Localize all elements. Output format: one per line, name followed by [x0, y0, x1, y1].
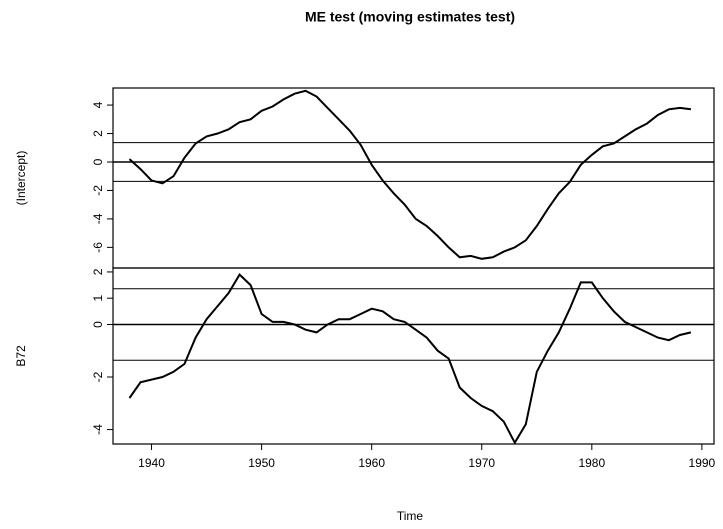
line: [128, 89, 692, 260]
y-tick-label: 2: [91, 268, 105, 275]
line: [128, 273, 692, 445]
y-tick-label: 2: [91, 130, 105, 137]
x-tick-label: 1940: [138, 456, 165, 470]
y-tick-label: -4: [91, 424, 105, 435]
y-tick-label: -2: [91, 371, 105, 382]
x-axis-label: Time: [397, 509, 424, 523]
y-axis-label: B72: [14, 345, 28, 367]
chart-title: ME test (moving estimates test): [305, 9, 515, 25]
y-tick-label: -2: [91, 185, 105, 196]
x-tick-label: 1990: [689, 456, 716, 470]
y-tick-label: -6: [91, 242, 105, 253]
y-axis-label: (Intercept): [14, 151, 28, 206]
x-tick-label: 1960: [358, 456, 385, 470]
plot-frame: [112, 87, 715, 269]
x-tick-label: 1970: [468, 456, 495, 470]
x-tick-label: 1950: [248, 456, 275, 470]
y-tick-label: 0: [91, 321, 105, 328]
y-tick-label: 0: [91, 158, 105, 165]
y-tick-label: 4: [91, 101, 105, 108]
y-tick-label: 1: [91, 295, 105, 302]
y-tick-label: -4: [91, 213, 105, 224]
plot-frame: [112, 267, 715, 445]
x-tick-label: 1980: [578, 456, 605, 470]
